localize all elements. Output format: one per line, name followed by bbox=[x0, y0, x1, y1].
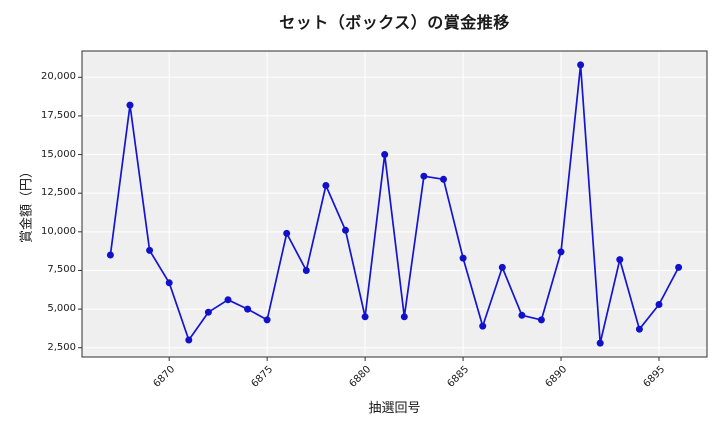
axes-spines bbox=[81, 50, 708, 358]
data-point bbox=[518, 311, 526, 319]
data-point bbox=[537, 316, 545, 324]
y-tick-label: 2,500 bbox=[47, 341, 76, 353]
data-point bbox=[400, 313, 408, 321]
data-point bbox=[322, 182, 330, 189]
data-point bbox=[616, 256, 624, 264]
data-point bbox=[342, 226, 349, 234]
data-point bbox=[675, 263, 683, 271]
data-point bbox=[146, 246, 154, 254]
data-point bbox=[224, 296, 232, 304]
data-point bbox=[459, 254, 467, 262]
y-tick-label: 12,500 bbox=[41, 187, 76, 199]
data-point bbox=[204, 308, 212, 316]
data-point bbox=[361, 313, 369, 321]
y-tick-label: 17,500 bbox=[41, 109, 76, 121]
y-tick-label: 15,000 bbox=[41, 148, 76, 160]
data-point bbox=[165, 279, 173, 287]
data-point bbox=[283, 229, 291, 237]
data-point bbox=[126, 101, 134, 109]
y-tick-label: 7,500 bbox=[47, 264, 76, 276]
data-point bbox=[263, 316, 271, 324]
data-point bbox=[244, 305, 252, 313]
data-point bbox=[596, 339, 604, 347]
data-point bbox=[381, 151, 389, 158]
data-point bbox=[106, 251, 114, 259]
data-point bbox=[479, 322, 487, 330]
y-tick-label: 5,000 bbox=[47, 303, 76, 315]
x-axis-label: 抽選回号 bbox=[368, 401, 421, 416]
y-tick-label: 10,000 bbox=[41, 225, 76, 237]
plot-background bbox=[82, 51, 707, 357]
y-tick-label: 20,000 bbox=[41, 71, 76, 83]
data-point bbox=[185, 336, 193, 344]
data-point bbox=[557, 248, 565, 256]
data-point bbox=[655, 301, 663, 308]
data-point bbox=[635, 325, 643, 333]
data-point bbox=[302, 267, 310, 274]
data-point bbox=[440, 175, 447, 183]
data-line bbox=[109, 64, 680, 344]
data-point bbox=[498, 263, 506, 271]
data-point bbox=[420, 172, 428, 180]
data-point bbox=[577, 61, 585, 69]
chart-title: セット（ボックス）の賞金推移 bbox=[279, 13, 510, 32]
